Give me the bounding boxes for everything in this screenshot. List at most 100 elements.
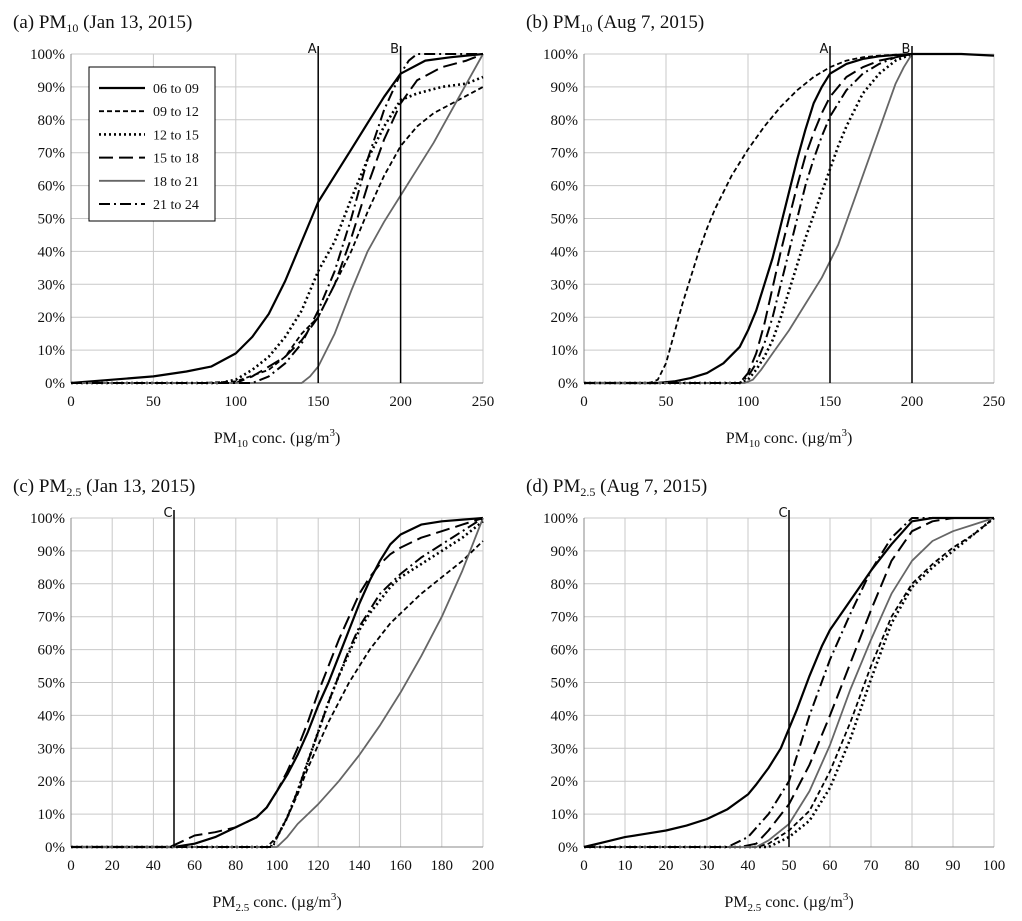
x-tick-label: 50	[659, 394, 674, 410]
panel-c: 0% 10% 20% 30% 40% 50% 60% 70% 80% 90% 100% 0 20 40 60…	[13, 476, 494, 914]
series-line-15-to-18	[71, 517, 484, 848]
x-axis-label: PM2.5 conc. (µg/m3)	[212, 891, 341, 914]
y-tick-label: 10%	[38, 343, 66, 359]
y-tick-label: 10%	[551, 343, 579, 359]
x-tick-label: 40	[146, 858, 161, 874]
y-tick-label: 100%	[30, 47, 65, 63]
y-tick-label: 70%	[551, 146, 579, 162]
y-tick-label: 10%	[551, 807, 579, 823]
x-tick-label: 0	[67, 394, 75, 410]
series-line-15-to-18	[584, 517, 994, 848]
x-tick-label: 0	[67, 858, 75, 874]
x-tick-label: 10	[618, 858, 633, 874]
x-tick-label: 180	[431, 858, 454, 874]
y-tick-label: 60%	[551, 643, 579, 659]
x-tick-label: 20	[659, 858, 674, 874]
y-tick-label: 40%	[551, 244, 579, 260]
x-tick-label: 0	[580, 858, 588, 874]
series-line-18-to-21	[584, 53, 913, 384]
legend-label: 21 to 24	[153, 198, 199, 213]
threshold-label-C: C	[163, 506, 172, 521]
y-tick-label: 30%	[38, 741, 66, 757]
x-tick-label: 200	[472, 858, 495, 874]
y-tick-label: 60%	[38, 643, 66, 659]
panel-b: 0% 10% 20% 30% 40% 50% 60% 70% 80% 90% 100% 0 50 100 1…	[526, 12, 1005, 450]
threshold-label-A: A	[820, 42, 829, 57]
series-line-18-to-21	[71, 53, 484, 384]
x-tick-label: 150	[819, 394, 842, 410]
panel-title: (c) PM2.5 (Jan 13, 2015)	[13, 476, 195, 499]
y-tick-label: 20%	[38, 310, 66, 326]
y-tick-label: 80%	[38, 113, 66, 129]
y-tick-label: 50%	[38, 212, 66, 228]
series-line-15-to-18	[584, 53, 913, 384]
y-tick-label: 100%	[30, 511, 65, 527]
x-tick-label: 80	[905, 858, 920, 874]
legend-label: 18 to 21	[153, 175, 199, 190]
y-tick-label: 80%	[551, 113, 579, 129]
y-tick-label: 100%	[543, 511, 578, 527]
x-tick-label: 30	[700, 858, 715, 874]
x-tick-label: 60	[187, 858, 202, 874]
x-tick-label: 60	[823, 858, 838, 874]
y-tick-label: 40%	[38, 708, 66, 724]
x-tick-label: 120	[307, 858, 330, 874]
y-tick-label: 30%	[38, 277, 66, 293]
y-tick-label: 10%	[38, 807, 66, 823]
y-tick-label: 40%	[551, 708, 579, 724]
legend-label: 09 to 12	[153, 105, 199, 120]
x-tick-label: 40	[741, 858, 756, 874]
series-line-06-to-09	[583, 516, 994, 849]
x-axis-label: PM10 conc. (µg/m3)	[214, 427, 341, 450]
series-line-12-to-15	[584, 52, 913, 385]
series-line-18-to-21	[71, 517, 484, 848]
y-tick-label: 20%	[551, 310, 579, 326]
legend-label: 12 to 15	[153, 128, 199, 143]
threshold-label-A: A	[308, 42, 317, 57]
panel-d: 0% 10% 20% 30% 40% 50% 60% 70% 80% 90% 100% 0 10 20 30…	[526, 476, 1005, 914]
y-tick-label: 0%	[558, 376, 578, 392]
x-tick-label: 70	[864, 858, 879, 874]
y-tick-label: 20%	[38, 774, 66, 790]
series-group	[583, 516, 995, 849]
y-tick-label: 0%	[558, 840, 578, 856]
y-tick-label: 40%	[38, 244, 66, 260]
x-tick-label: 50	[782, 858, 797, 874]
y-tick-label: 60%	[38, 179, 66, 195]
x-tick-label: 150	[307, 394, 330, 410]
series-line-21-to-24	[71, 53, 483, 384]
y-tick-label: 0%	[45, 376, 65, 392]
legend-label: 15 to 18	[153, 152, 199, 167]
y-tick-label: 90%	[38, 80, 66, 96]
series-line-15-to-18	[71, 53, 484, 384]
series-line-12-to-15	[71, 75, 484, 385]
x-tick-label: 100	[225, 394, 248, 410]
x-tick-label: 0	[580, 394, 588, 410]
series-line-18-to-21	[584, 517, 995, 848]
y-tick-label: 50%	[551, 212, 579, 228]
x-tick-label: 50	[146, 394, 161, 410]
x-tick-label: 250	[472, 394, 495, 410]
y-tick-label: 0%	[45, 840, 65, 856]
legend: 06 to 09 09 to 12 12 to 15 15 to 18 18 to 21…	[88, 66, 216, 222]
x-axis-label: PM10 conc. (µg/m3)	[726, 427, 853, 450]
y-tick-label: 70%	[38, 610, 66, 626]
y-tick-label: 70%	[551, 610, 579, 626]
x-tick-label: 200	[901, 394, 924, 410]
y-tick-label: 30%	[551, 741, 579, 757]
y-tick-label: 80%	[551, 577, 579, 593]
x-tick-label: 100	[266, 858, 289, 874]
threshold-label-B: B	[390, 42, 399, 57]
series-line-09-to-12	[584, 53, 913, 384]
panel-title: (a) PM10 (Jan 13, 2015)	[13, 12, 192, 35]
threshold-label-C: C	[778, 506, 787, 521]
y-tick-label: 100%	[543, 47, 578, 63]
panel-title: (d) PM2.5 (Aug 7, 2015)	[526, 476, 707, 499]
panel-title: (b) PM10 (Aug 7, 2015)	[526, 12, 704, 35]
legend-label: 06 to 09	[153, 82, 199, 97]
x-tick-label: 20	[105, 858, 120, 874]
series-line-21-to-24	[71, 517, 484, 848]
y-tick-label: 70%	[38, 146, 66, 162]
y-tick-label: 80%	[38, 577, 66, 593]
